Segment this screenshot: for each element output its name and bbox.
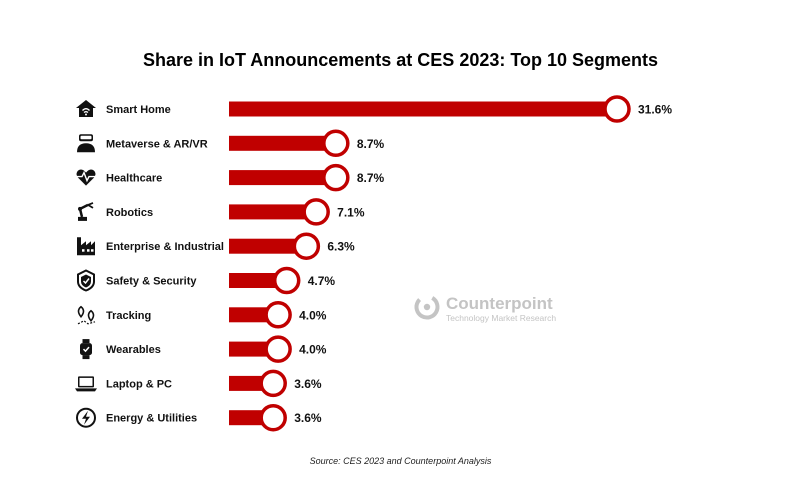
bar-end-marker (292, 232, 321, 260)
bar-end-marker (302, 198, 330, 226)
robot-arm-icon (78, 202, 94, 221)
bar (229, 238, 307, 254)
bar-end-marker (603, 95, 631, 123)
value-label: 8.7% (357, 171, 385, 185)
category-label: Enterprise & Industrial (106, 241, 224, 253)
category-label: Energy & Utilities (106, 413, 197, 425)
laptop-icon (75, 376, 97, 392)
category-label: Metaverse & AR/VR (106, 138, 208, 150)
bar (229, 101, 617, 117)
category-label: Healthcare (106, 173, 162, 185)
value-label: 4.7% (308, 274, 336, 288)
factory-icon (77, 237, 95, 256)
category-label: Wearables (106, 344, 161, 356)
watermark-tagline: Technology Market Research (446, 313, 557, 323)
category-label: Robotics (106, 207, 153, 219)
category-label: Tracking (106, 310, 151, 322)
bar-end-marker (259, 403, 287, 432)
value-label: 8.7% (357, 137, 385, 151)
value-label: 4.0% (299, 343, 327, 357)
location-pins-icon (77, 305, 96, 325)
bar-end-marker (322, 129, 350, 158)
bar (229, 273, 287, 288)
lightning-icon (76, 407, 96, 428)
shield-check-icon (77, 269, 95, 292)
heartbeat-icon (76, 169, 96, 186)
house-wifi-icon (76, 100, 96, 117)
chart-title: Share in IoT Announcements at CES 2023: … (142, 50, 659, 70)
bar-end-marker (259, 369, 287, 398)
source-note: Source: CES 2023 and Counterpoint Analys… (309, 456, 492, 466)
bar-end-marker (322, 163, 350, 192)
vr-headset-person-icon (77, 134, 95, 153)
bar (229, 170, 336, 186)
category-label: Smart Home (106, 104, 171, 116)
value-label: 3.6% (294, 411, 322, 425)
smartwatch-icon (80, 339, 92, 360)
value-label: 3.6% (294, 377, 322, 391)
value-label: 4.0% (299, 308, 327, 322)
watermark-name: Counterpoint (446, 294, 553, 313)
bar-end-marker (272, 266, 301, 295)
bar (229, 204, 317, 220)
category-label: Laptop & PC (106, 378, 172, 390)
bar-end-marker (264, 335, 292, 363)
value-label: 31.6% (638, 103, 672, 117)
value-label: 7.1% (337, 205, 365, 219)
bar (229, 135, 336, 151)
value-label: 6.3% (327, 240, 355, 254)
counterpoint-watermark: Counterpoint Technology Market Research (413, 293, 573, 329)
bar-end-marker (264, 301, 292, 329)
category-label: Safety & Security (106, 276, 197, 288)
counterpoint-logo-icon (414, 294, 440, 320)
